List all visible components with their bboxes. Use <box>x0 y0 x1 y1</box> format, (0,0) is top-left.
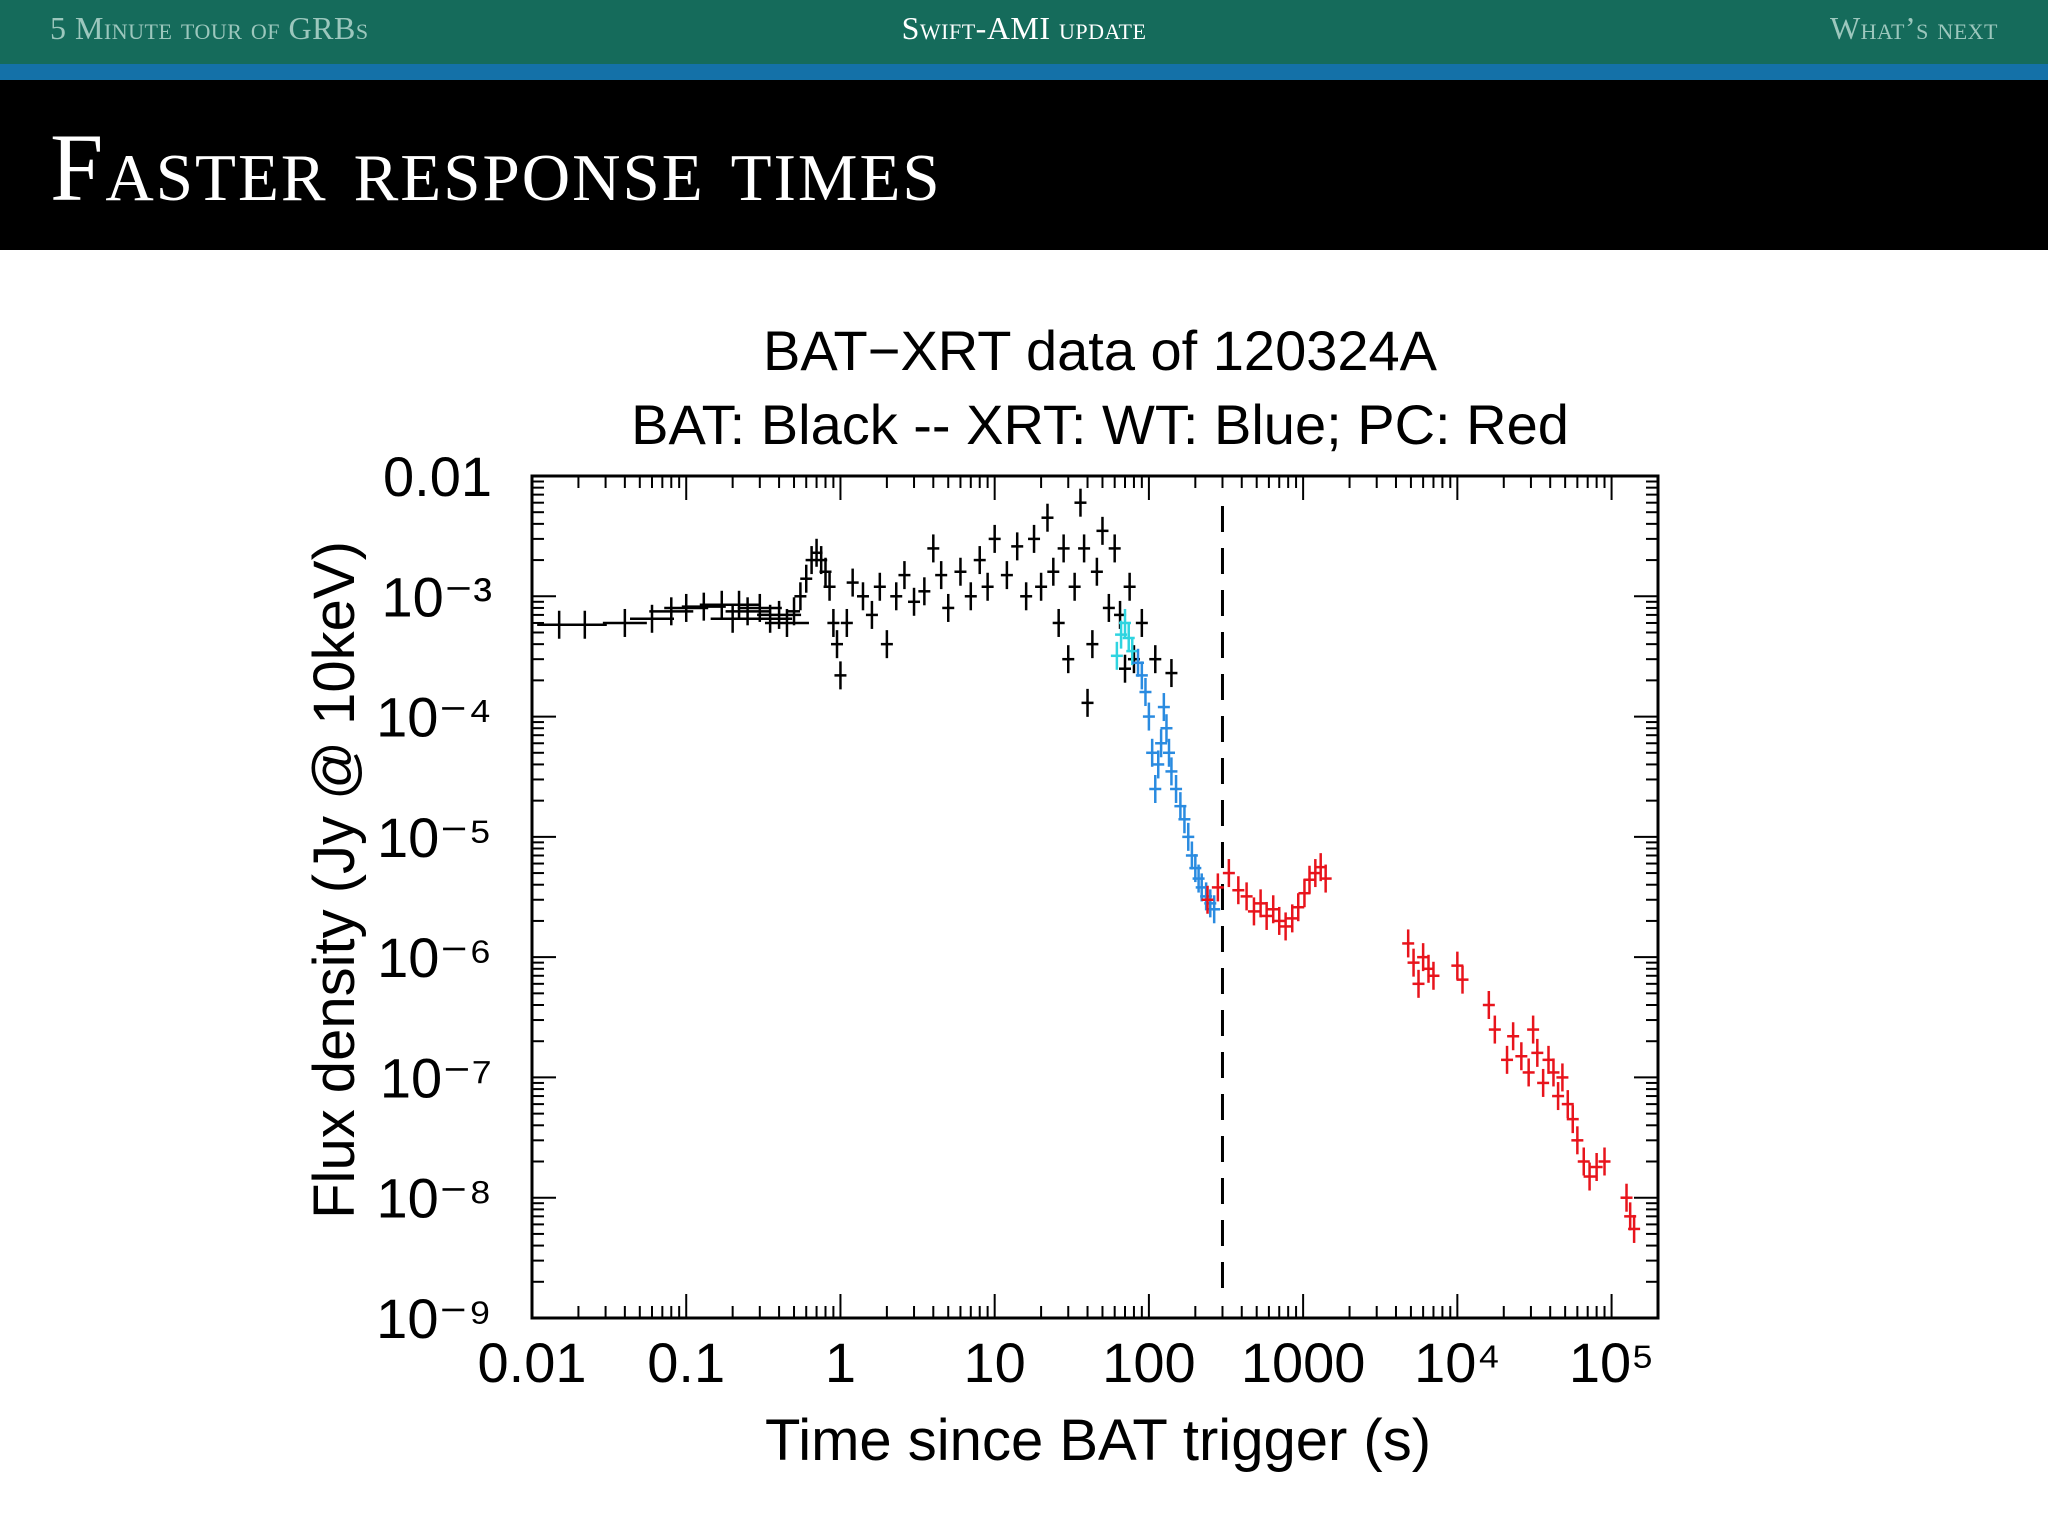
header-stripe <box>0 64 2048 80</box>
title-bar <box>0 80 2048 250</box>
nav-section-grbs[interactable]: 5 Minute tour of GRBs <box>50 10 369 46</box>
x-tick-label: 100 <box>1102 1331 1195 1394</box>
x-tick-label: 10⁵ <box>1569 1331 1655 1394</box>
nav-section-current[interactable]: Swift-AMI update <box>901 10 1147 46</box>
x-tick-label: 0.01 <box>478 1331 587 1394</box>
chart-title: BAT−XRT data of 120324A <box>763 319 1438 382</box>
y-tick-label: 0.01 <box>383 445 492 508</box>
x-axis-label: Time since BAT trigger (s) <box>765 1408 1431 1473</box>
y-tick-label: 10⁻⁵ <box>377 806 492 869</box>
y-tick-label: 10⁻³ <box>382 565 493 628</box>
x-tick-label: 1 <box>825 1331 856 1394</box>
plot-frame <box>530 474 1660 1320</box>
y-tick-label: 10⁻⁴ <box>376 686 492 749</box>
y-tick-label: 10⁻⁹ <box>376 1287 492 1350</box>
y-tick-label: 10⁻⁶ <box>377 926 492 989</box>
x-tick-label: 0.1 <box>647 1331 725 1394</box>
y-axis-label: Flux density (Jy @ 10keV) <box>302 541 367 1219</box>
chart-subtitle: BAT: Black -- XRT: WT: Blue; PC: Red <box>631 393 1569 456</box>
x-tick-label: 10⁴ <box>1414 1331 1500 1394</box>
x-tick-label: 1000 <box>1241 1331 1366 1394</box>
slide-title: Faster response times <box>50 114 942 221</box>
y-tick-label: 10⁻⁸ <box>377 1167 492 1230</box>
plot-area: 0.01 0.1 1 10 100 1000 10⁴ 10⁵ 0.01 10⁻³ 10⁻⁴ 10⁻⁵ 1… <box>376 445 1660 1394</box>
x-tick-label: 10 <box>964 1331 1026 1394</box>
header-bar <box>0 0 2048 64</box>
y-tick-label: 10⁻⁷ <box>380 1046 492 1109</box>
nav-section-next[interactable]: What’s next <box>1829 10 1998 46</box>
